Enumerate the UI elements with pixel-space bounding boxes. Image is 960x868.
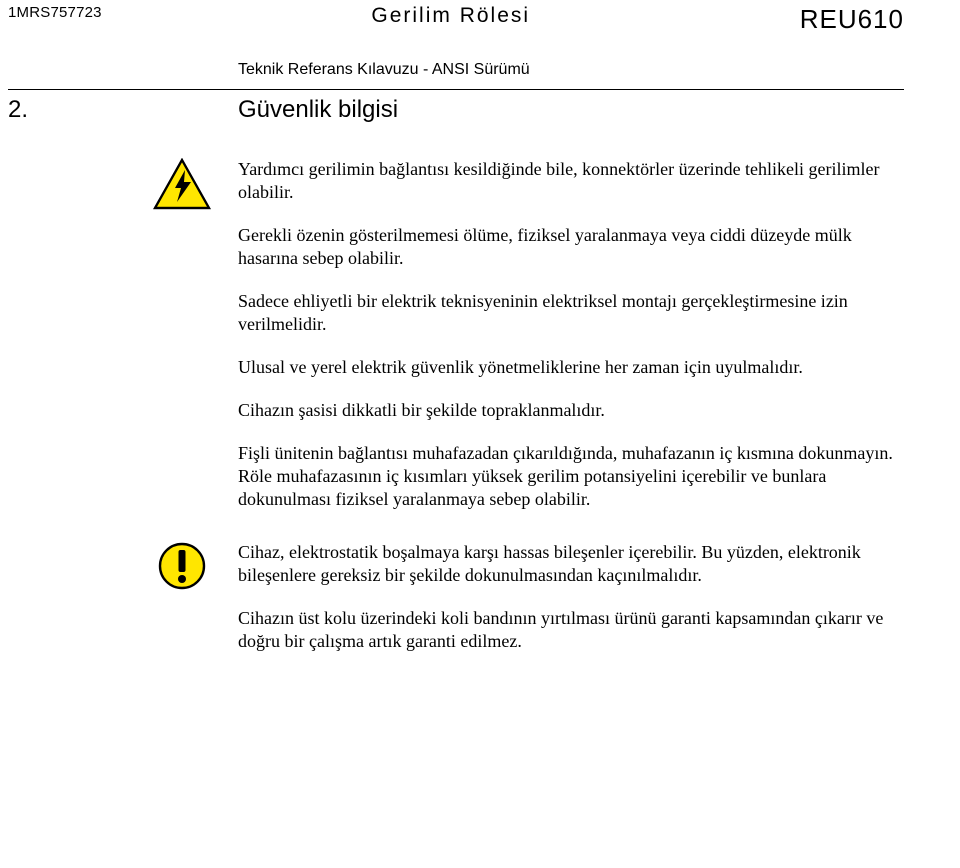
caution-block: Cihaz, elektrostatik boşalmaya karşı has… <box>150 541 904 653</box>
document-title: Gerilim Rölesi <box>371 4 530 28</box>
warning-paragraph: Sadece ehliyetli bir elektrik teknisyeni… <box>238 290 904 336</box>
warning-paragraph: Gerekli özenin gösterilmemesi ölüme, fiz… <box>238 224 904 270</box>
caution-icon-col <box>150 541 214 591</box>
exclamation-dot <box>178 575 186 583</box>
caution-paragraph: Cihaz, elektrostatik boşalmaya karşı has… <box>238 541 904 587</box>
warning-block: Yardımcı gerilimin bağlantısı kesildiğin… <box>150 158 904 511</box>
warning-text: Yardımcı gerilimin bağlantısı kesildiğin… <box>238 158 904 511</box>
content-area: Yardımcı gerilimin bağlantısı kesildiğin… <box>0 158 960 653</box>
electrical-hazard-icon <box>153 158 211 210</box>
warning-paragraph: Yardımcı gerilimin bağlantısı kesildiğin… <box>238 158 904 204</box>
header-row: 1MRS757723 Gerilim Rölesi REU610 <box>0 0 960 35</box>
document-id: 1MRS757723 <box>8 4 102 21</box>
section-number: 2. <box>8 96 238 124</box>
caution-text: Cihaz, elektrostatik boşalmaya karşı has… <box>238 541 904 653</box>
header-divider <box>8 89 904 90</box>
warning-icon-col <box>150 158 214 210</box>
document-page: 1MRS757723 Gerilim Rölesi REU610 Teknik … <box>0 0 960 868</box>
section-heading: 2. Güvenlik bilgisi <box>0 96 960 124</box>
caution-exclamation-icon <box>157 541 207 591</box>
warning-paragraph: Cihazın şasisi dikkatli bir şekilde topr… <box>238 399 904 422</box>
warning-paragraph: Fişli ünitenin bağlantısı muhafazadan çı… <box>238 442 904 511</box>
exclamation-bar <box>179 550 186 572</box>
product-code: REU610 <box>800 4 904 35</box>
section-title: Güvenlik bilgisi <box>238 96 398 124</box>
document-subtitle: Teknik Referans Kılavuzu - ANSI Sürümü <box>238 61 960 79</box>
warning-paragraph: Ulusal ve yerel elektrik güvenlik yönetm… <box>238 356 904 379</box>
caution-paragraph: Cihazın üst kolu üzerindeki koli bandını… <box>238 607 904 653</box>
